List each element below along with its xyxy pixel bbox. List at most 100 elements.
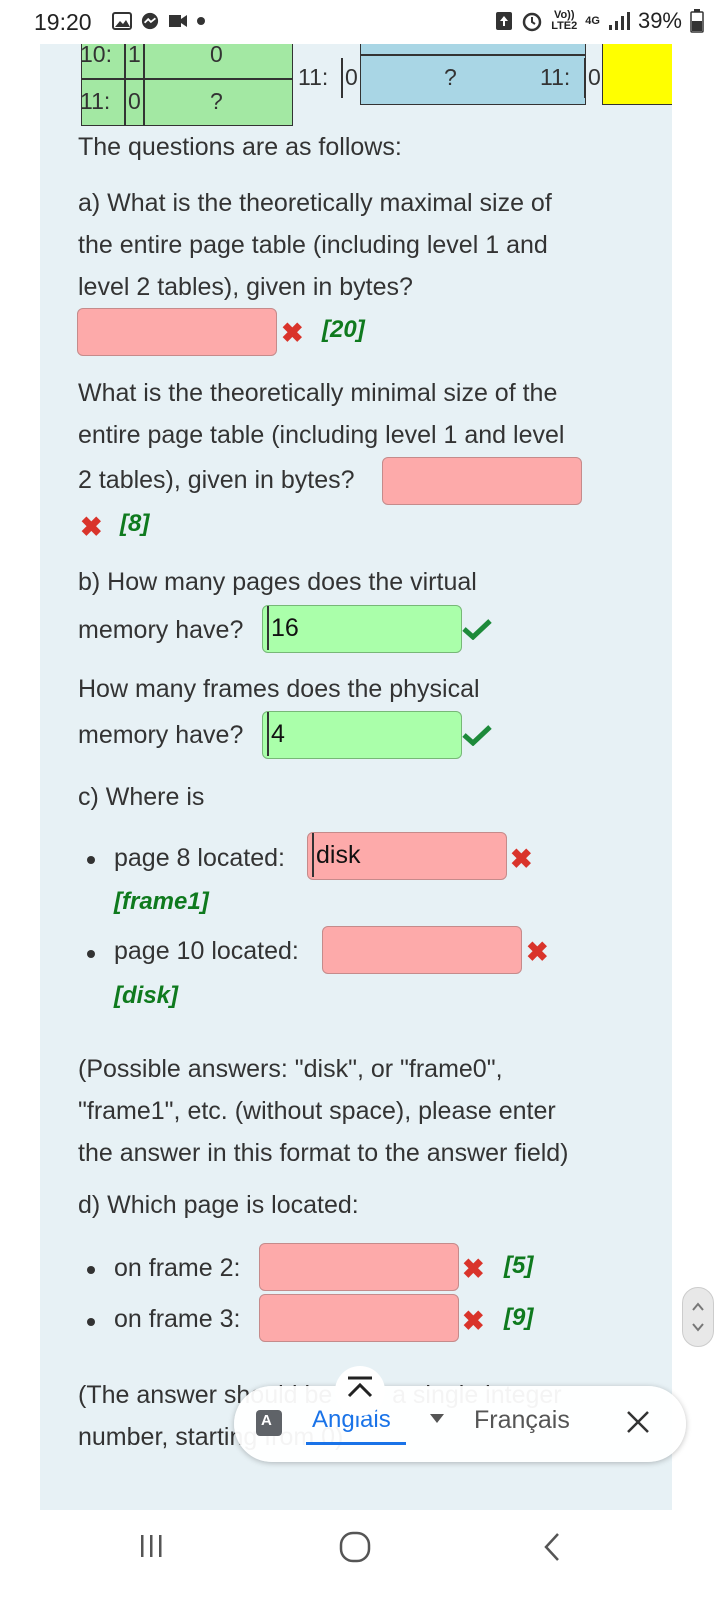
battery-icon xyxy=(690,9,704,33)
network-label: Vo)) LTE2 xyxy=(551,10,577,32)
middle-key: 11: xyxy=(298,64,329,90)
qb-correct-icon xyxy=(462,619,492,640)
note-line1: (Possible answers: "disk", or "frame0", xyxy=(78,1055,503,1083)
left-row2-bar xyxy=(124,80,126,126)
recent-apps-icon[interactable] xyxy=(138,1532,164,1560)
qc-item2-feedback: [disk] xyxy=(114,982,179,1009)
qd-bullet-1 xyxy=(87,1266,95,1274)
qa-wrong-icon: ✖ xyxy=(281,318,304,348)
qa2-wrong-icon: ✖ xyxy=(80,512,103,542)
target-language[interactable]: Français xyxy=(474,1406,570,1434)
qc-item2-label: page 10 located: xyxy=(114,937,299,965)
qb-line2: memory have? xyxy=(78,616,244,644)
back-icon[interactable] xyxy=(540,1530,564,1564)
qc-page10-wrong-icon: ✖ xyxy=(526,937,549,967)
messenger-icon xyxy=(141,12,159,30)
qd-frame3-wrong-icon: ✖ xyxy=(462,1306,485,1336)
qc-bullet-2 xyxy=(87,950,95,958)
qa-feedback: [20] xyxy=(322,316,365,343)
right-bar xyxy=(584,58,586,98)
translate-icon[interactable]: A xyxy=(256,1410,282,1436)
qb2-correct-icon xyxy=(462,725,492,746)
qb-pages-input[interactable]: 16 xyxy=(262,605,462,653)
chevron-up-icon xyxy=(347,1376,373,1398)
left-row2-bit: 0 xyxy=(128,88,141,114)
qa-line2: the entire page table (including level 1… xyxy=(78,231,548,259)
qc-heading: c) Where is xyxy=(78,783,205,811)
source-language-underline xyxy=(306,1442,406,1445)
middle-table-divider xyxy=(360,54,586,56)
status-right: Vo)) LTE2 4G 39% xyxy=(495,8,704,34)
qa2-line1: What is the theoretically minimal size o… xyxy=(78,379,558,407)
left-table-col xyxy=(143,44,145,126)
middle-bar xyxy=(341,58,343,98)
qa-max-size-input[interactable] xyxy=(77,308,277,356)
home-icon[interactable] xyxy=(338,1530,372,1564)
qa-line3: level 2 tables), given in bytes? xyxy=(78,273,413,301)
left-row2-val: ? xyxy=(210,88,223,114)
qa2-min-size-input[interactable] xyxy=(382,457,582,505)
qd-frame2-input[interactable] xyxy=(259,1243,459,1291)
qb2-frames-value: 4 xyxy=(267,712,285,756)
navigation-bar xyxy=(0,1510,720,1600)
qa2-line2: entire page table (including level 1 and… xyxy=(78,421,565,449)
qd-bullet-2 xyxy=(87,1318,95,1326)
qb2-frames-input[interactable]: 4 xyxy=(262,711,462,759)
translate-toolbar: A Anglais Français xyxy=(234,1386,686,1462)
qc-page10-input[interactable] xyxy=(322,926,522,974)
qc-page8-value: disk xyxy=(312,833,360,877)
middle-val: ? xyxy=(444,64,457,90)
right-table xyxy=(602,44,672,105)
gallery-icon xyxy=(112,12,132,30)
battery-percent: 39% xyxy=(637,8,682,33)
qd-item2-label: on frame 3: xyxy=(114,1305,241,1333)
question-panel: 10: 1 0 11: 0 ? 11: 0 ? 11: 0 The questi… xyxy=(40,44,672,1510)
qc-page8-wrong-icon: ✖ xyxy=(510,844,533,874)
qb-pages-value: 16 xyxy=(267,606,299,650)
lte-label: LTE2 xyxy=(551,20,578,32)
qb2-line1: How many frames does the physical xyxy=(78,675,480,703)
chevron-up-down-icon xyxy=(692,1302,704,1332)
network-type: 4G xyxy=(585,14,600,27)
left-row1-val: 0 xyxy=(210,44,223,67)
side-panel-handle[interactable] xyxy=(682,1287,714,1347)
signal-icon xyxy=(608,12,630,30)
qd-item1-label: on frame 2: xyxy=(114,1254,241,1282)
qc-item1-label: page 8 located: xyxy=(114,844,285,872)
left-table xyxy=(81,44,293,126)
volte-label: Vo)) xyxy=(553,9,575,21)
qa2-feedback: [8] xyxy=(120,510,150,537)
alarm-icon xyxy=(522,12,542,32)
language-dropdown-icon[interactable] xyxy=(430,1414,444,1423)
left-row1-bit: 1 xyxy=(128,44,141,67)
qd-frame3-input[interactable] xyxy=(259,1294,459,1342)
right-key: 11: xyxy=(540,64,571,90)
qc-page8-input[interactable]: disk xyxy=(307,832,507,880)
middle-bit: 0 xyxy=(345,64,358,90)
note-line2: "frame1", etc. (without space), please e… xyxy=(78,1097,556,1125)
intro-text: The questions are as follows: xyxy=(78,133,402,161)
qa-line1: a) What is the theoretically maximal siz… xyxy=(78,189,552,217)
youtube-icon xyxy=(169,15,187,27)
dot-icon xyxy=(197,17,205,25)
qc-bullet-1 xyxy=(87,856,95,864)
left-row1-bar xyxy=(124,44,126,78)
qc-item1-feedback: [frame1] xyxy=(114,888,209,915)
right-bit: 0 xyxy=(588,64,601,90)
page-table-diagram: 10: 1 0 11: 0 ? 11: 0 ? 11: 0 xyxy=(40,44,672,134)
left-row2-key: 11: xyxy=(80,88,111,114)
qb-line1: b) How many pages does the virtual xyxy=(78,568,477,596)
qd-frame2-wrong-icon: ✖ xyxy=(462,1254,485,1284)
qb2-line2: memory have? xyxy=(78,721,244,749)
upload-icon xyxy=(496,12,513,30)
close-icon[interactable] xyxy=(620,1404,656,1440)
left-table-divider xyxy=(81,78,293,80)
status-time: 19:20 xyxy=(34,9,92,35)
qd-frame3-feedback: [9] xyxy=(504,1304,534,1331)
note-line3: the answer in this format to the answer … xyxy=(78,1139,569,1167)
translate-collapse-button[interactable] xyxy=(335,1366,385,1416)
status-bar: 19:20 Vo)) LTE2 4G 39% xyxy=(0,0,720,44)
qa2-line3: 2 tables), given in bytes? xyxy=(78,466,355,494)
left-row1-key: 10: xyxy=(80,44,112,67)
qd-frame2-feedback: [5] xyxy=(504,1252,534,1279)
